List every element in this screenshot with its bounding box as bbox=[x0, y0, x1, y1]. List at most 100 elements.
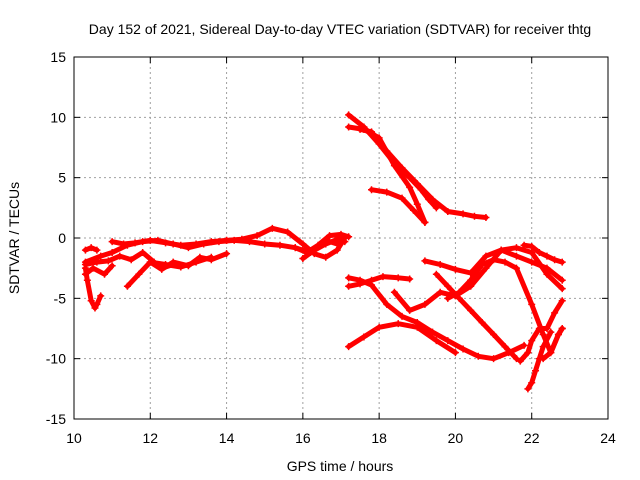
data-point-marker bbox=[322, 253, 330, 261]
data-point-marker bbox=[333, 240, 341, 248]
data-point-marker bbox=[299, 255, 307, 263]
series-trace bbox=[445, 209, 489, 220]
data-point-marker bbox=[379, 273, 387, 281]
data-point-marker bbox=[528, 337, 536, 345]
data-point-marker bbox=[394, 320, 402, 328]
data-point-marker bbox=[108, 248, 116, 256]
series-arc-24 bbox=[520, 241, 566, 266]
data-point-marker bbox=[478, 318, 486, 326]
data-point-marker bbox=[482, 264, 490, 272]
data-point-marker bbox=[512, 264, 520, 272]
data-point-marker bbox=[93, 246, 101, 254]
data-point-marker bbox=[421, 257, 429, 265]
series-arc-15 bbox=[444, 207, 490, 221]
data-point-marker bbox=[524, 349, 532, 357]
data-point-marker bbox=[421, 218, 429, 226]
series-arc-8 bbox=[146, 253, 215, 271]
data-point-marker bbox=[345, 111, 353, 119]
data-point-marker bbox=[326, 232, 334, 240]
data-point-marker bbox=[436, 288, 444, 296]
data-point-marker bbox=[444, 207, 452, 215]
data-point-marker bbox=[554, 331, 562, 339]
series-arc-11 bbox=[299, 236, 349, 263]
data-point-marker bbox=[97, 292, 105, 300]
data-point-marker bbox=[322, 236, 330, 244]
data-point-marker bbox=[543, 264, 551, 272]
data-point-marker bbox=[421, 300, 429, 308]
data-point-marker bbox=[223, 236, 231, 244]
data-point-marker bbox=[345, 233, 353, 241]
tick-layer: 10 12 14 16 18 20 22 24 -15 -10 -5 0 5 10 15 bbox=[46, 49, 616, 446]
data-point-marker bbox=[345, 282, 353, 290]
data-point-marker bbox=[535, 248, 543, 256]
data-point-marker bbox=[528, 242, 536, 250]
data-point-marker bbox=[551, 309, 559, 317]
data-point-marker bbox=[558, 276, 566, 284]
data-point-marker bbox=[383, 147, 391, 155]
data-point-marker bbox=[146, 258, 154, 266]
data-point-marker bbox=[87, 297, 95, 305]
data-point-marker bbox=[368, 281, 376, 289]
data-point-marker bbox=[398, 312, 406, 320]
x-tick-label: 20 bbox=[448, 430, 464, 446]
x-axis-label: GPS time / hours bbox=[287, 458, 394, 474]
data-point-marker bbox=[333, 246, 341, 254]
data-point-marker bbox=[413, 323, 421, 331]
data-point-marker bbox=[543, 270, 551, 278]
x-tick-label: 24 bbox=[600, 430, 616, 446]
series-arc-18 bbox=[345, 274, 528, 363]
data-point-marker bbox=[539, 331, 547, 339]
series-trace bbox=[433, 271, 519, 362]
data-point-marker bbox=[451, 349, 459, 357]
data-point-marker bbox=[284, 228, 292, 236]
series-trace bbox=[422, 247, 565, 283]
data-point-marker bbox=[127, 256, 135, 264]
chart-title: Day 152 of 2021, Sidereal Day-to-day VTE… bbox=[89, 21, 591, 37]
data-point-marker bbox=[532, 367, 540, 375]
series-trace bbox=[391, 245, 565, 313]
data-point-marker bbox=[337, 230, 345, 238]
data-point-marker bbox=[543, 252, 551, 260]
series-arc-6 bbox=[108, 236, 231, 249]
data-point-marker bbox=[551, 256, 559, 264]
data-point-marker bbox=[83, 276, 91, 284]
data-point-marker bbox=[406, 275, 414, 283]
data-point-marker bbox=[104, 257, 112, 265]
data-point-marker bbox=[558, 258, 566, 266]
data-point-marker bbox=[310, 246, 318, 254]
data-point-marker bbox=[192, 240, 200, 248]
data-point-marker bbox=[528, 300, 536, 308]
y-tick-label: -10 bbox=[46, 351, 66, 367]
data-point-marker bbox=[223, 250, 231, 258]
data-point-marker bbox=[547, 349, 555, 357]
data-point-marker bbox=[543, 325, 551, 332]
data-point-marker bbox=[490, 331, 498, 339]
data-point-marker bbox=[436, 261, 444, 269]
data-point-marker bbox=[413, 200, 421, 208]
series-trace bbox=[82, 263, 115, 277]
data-point-marker bbox=[120, 240, 128, 248]
data-point-marker bbox=[390, 288, 398, 296]
series-arc-26 bbox=[524, 328, 555, 393]
series-arc-25 bbox=[516, 297, 566, 365]
data-point-marker bbox=[116, 252, 124, 260]
data-point-marker bbox=[482, 213, 490, 221]
series-arc-21 bbox=[421, 246, 566, 284]
data-point-marker bbox=[535, 325, 543, 332]
y-tick-label: -15 bbox=[46, 411, 66, 427]
data-point-marker bbox=[177, 263, 185, 271]
data-point-marker bbox=[520, 241, 528, 249]
data-point-marker bbox=[409, 206, 417, 214]
data-point-marker bbox=[398, 164, 406, 172]
data-point-marker bbox=[81, 246, 89, 254]
series-arc-16 bbox=[368, 186, 429, 226]
data-point-marker bbox=[474, 352, 482, 360]
data-point-marker bbox=[467, 306, 475, 314]
data-point-marker bbox=[413, 180, 421, 188]
data-point-marker bbox=[276, 241, 284, 249]
data-point-marker bbox=[406, 183, 414, 191]
data-point-marker bbox=[444, 294, 452, 302]
data-point-marker bbox=[497, 246, 505, 254]
series-arc-1 bbox=[81, 244, 101, 254]
